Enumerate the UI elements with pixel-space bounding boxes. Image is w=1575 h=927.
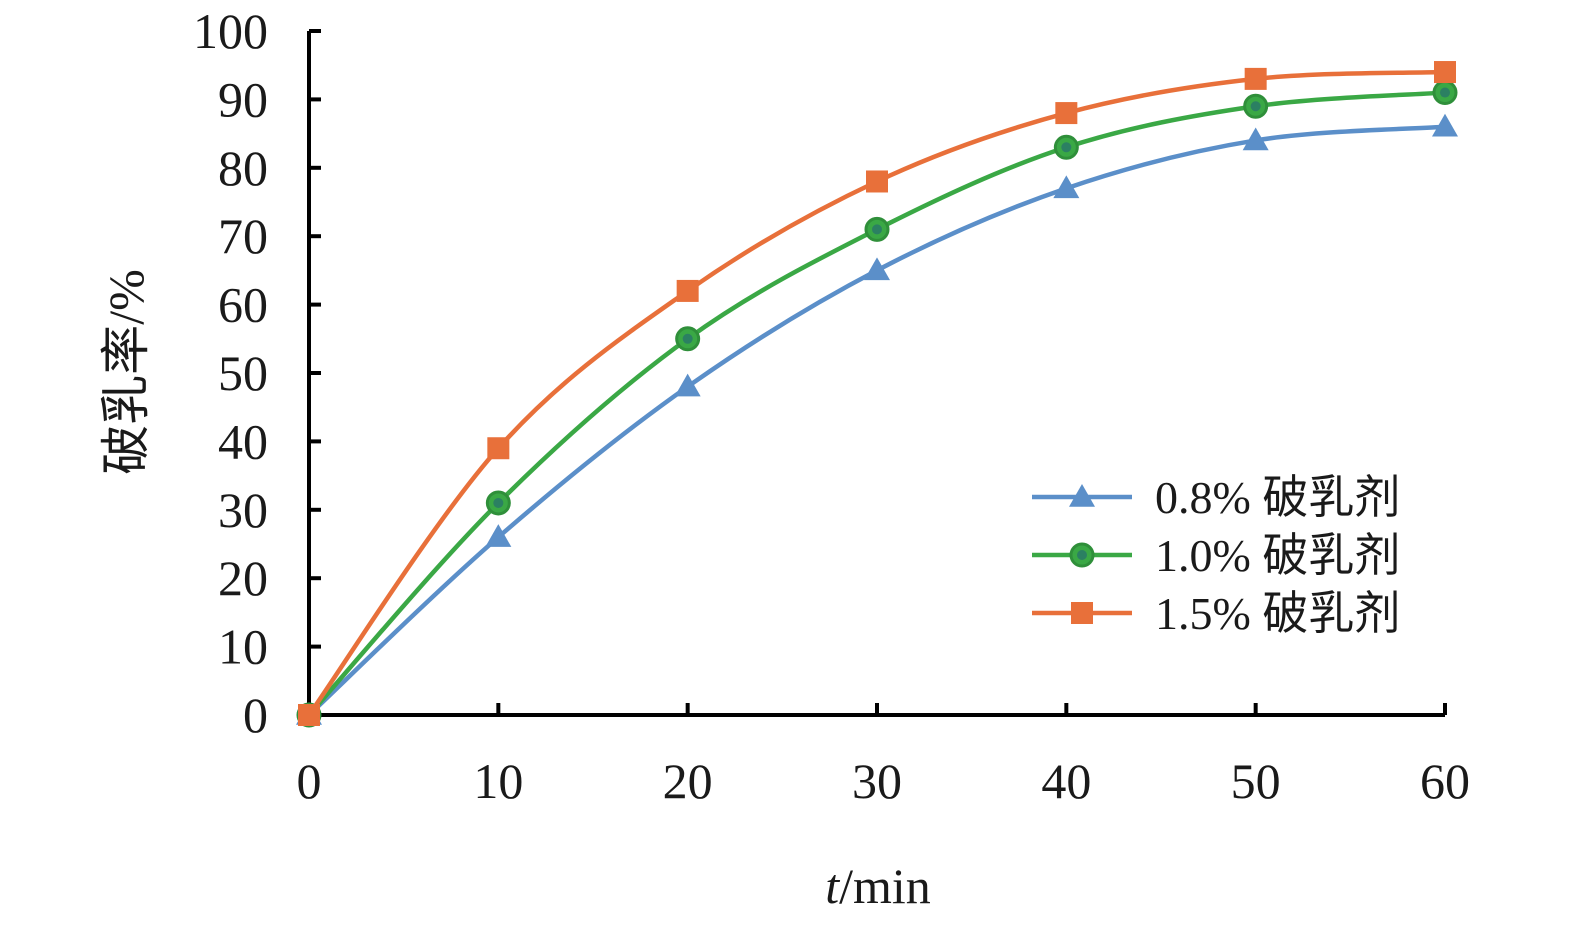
- legend-marker-center: [1077, 550, 1087, 560]
- data-point: [298, 704, 320, 726]
- y-tick-label: 50: [218, 345, 268, 401]
- x-tick-label: 30: [852, 753, 902, 809]
- legend-marker: [1069, 484, 1095, 507]
- y-tick-label: 100: [193, 3, 268, 59]
- y-tick-label: 0: [243, 687, 268, 743]
- legend-marker: [1071, 602, 1093, 624]
- y-tick-label: 40: [218, 413, 268, 469]
- x-tick-label: 10: [473, 753, 523, 809]
- data-point: [1434, 61, 1456, 84]
- data-point-center: [872, 224, 882, 235]
- legend-item-2: 1.5% 破乳剂: [1032, 588, 1400, 639]
- data-point: [676, 279, 699, 302]
- x-axis-title: t/min: [825, 858, 931, 914]
- series-2: [298, 61, 1456, 726]
- data-point-center: [493, 497, 504, 508]
- legend-item-1: 1.0% 破乳剂: [1032, 530, 1400, 581]
- data-point-center: [1250, 101, 1261, 112]
- y-tick-label: 90: [218, 71, 268, 127]
- data-point: [674, 373, 701, 397]
- x-tick-label: 40: [1041, 753, 1091, 809]
- data-point: [485, 524, 512, 547]
- x-axis-title-unit: /min: [839, 858, 931, 914]
- x-tick-label: 0: [297, 753, 322, 809]
- axes: 0 10 20 30 40 50 60 70 80 90 100 0 10 20 30 40 50 60: [193, 3, 1470, 809]
- data-point: [866, 170, 888, 193]
- legend-label: 1.5% 破乳剂: [1155, 588, 1400, 639]
- legend-label: 0.8% 破乳剂: [1155, 472, 1400, 523]
- legend-label: 1.0% 破乳剂: [1155, 530, 1400, 581]
- data-point: [487, 437, 510, 460]
- data-point: [1055, 102, 1078, 125]
- data-point: [1053, 175, 1080, 199]
- data-point: [864, 257, 890, 281]
- x-tick-label: 50: [1231, 753, 1281, 809]
- y-axis-title: 破乳率/%: [98, 269, 154, 475]
- data-point-center: [682, 333, 693, 344]
- series-layer: [296, 61, 1458, 728]
- x-axis-title-italic: t: [825, 858, 840, 914]
- legend-item-0: 0.8% 破乳剂: [1032, 472, 1400, 523]
- y-tick-label: 70: [218, 208, 268, 264]
- y-tick-label: 20: [218, 550, 268, 606]
- legend: 0.8% 破乳剂 1.0% 破乳剂 1.5% 破乳剂: [1032, 472, 1400, 639]
- data-point-center: [1440, 87, 1450, 98]
- x-tick-label: 20: [663, 753, 713, 809]
- data-point: [1242, 127, 1269, 151]
- data-point: [1432, 113, 1458, 137]
- y-tick-label: 30: [218, 482, 268, 538]
- x-tick-label: 60: [1420, 753, 1470, 809]
- data-point-center: [1061, 142, 1072, 153]
- y-tick-label: 60: [218, 277, 268, 333]
- y-tick-label: 10: [218, 619, 268, 675]
- data-point: [1244, 67, 1267, 90]
- y-tick-label: 80: [218, 140, 268, 196]
